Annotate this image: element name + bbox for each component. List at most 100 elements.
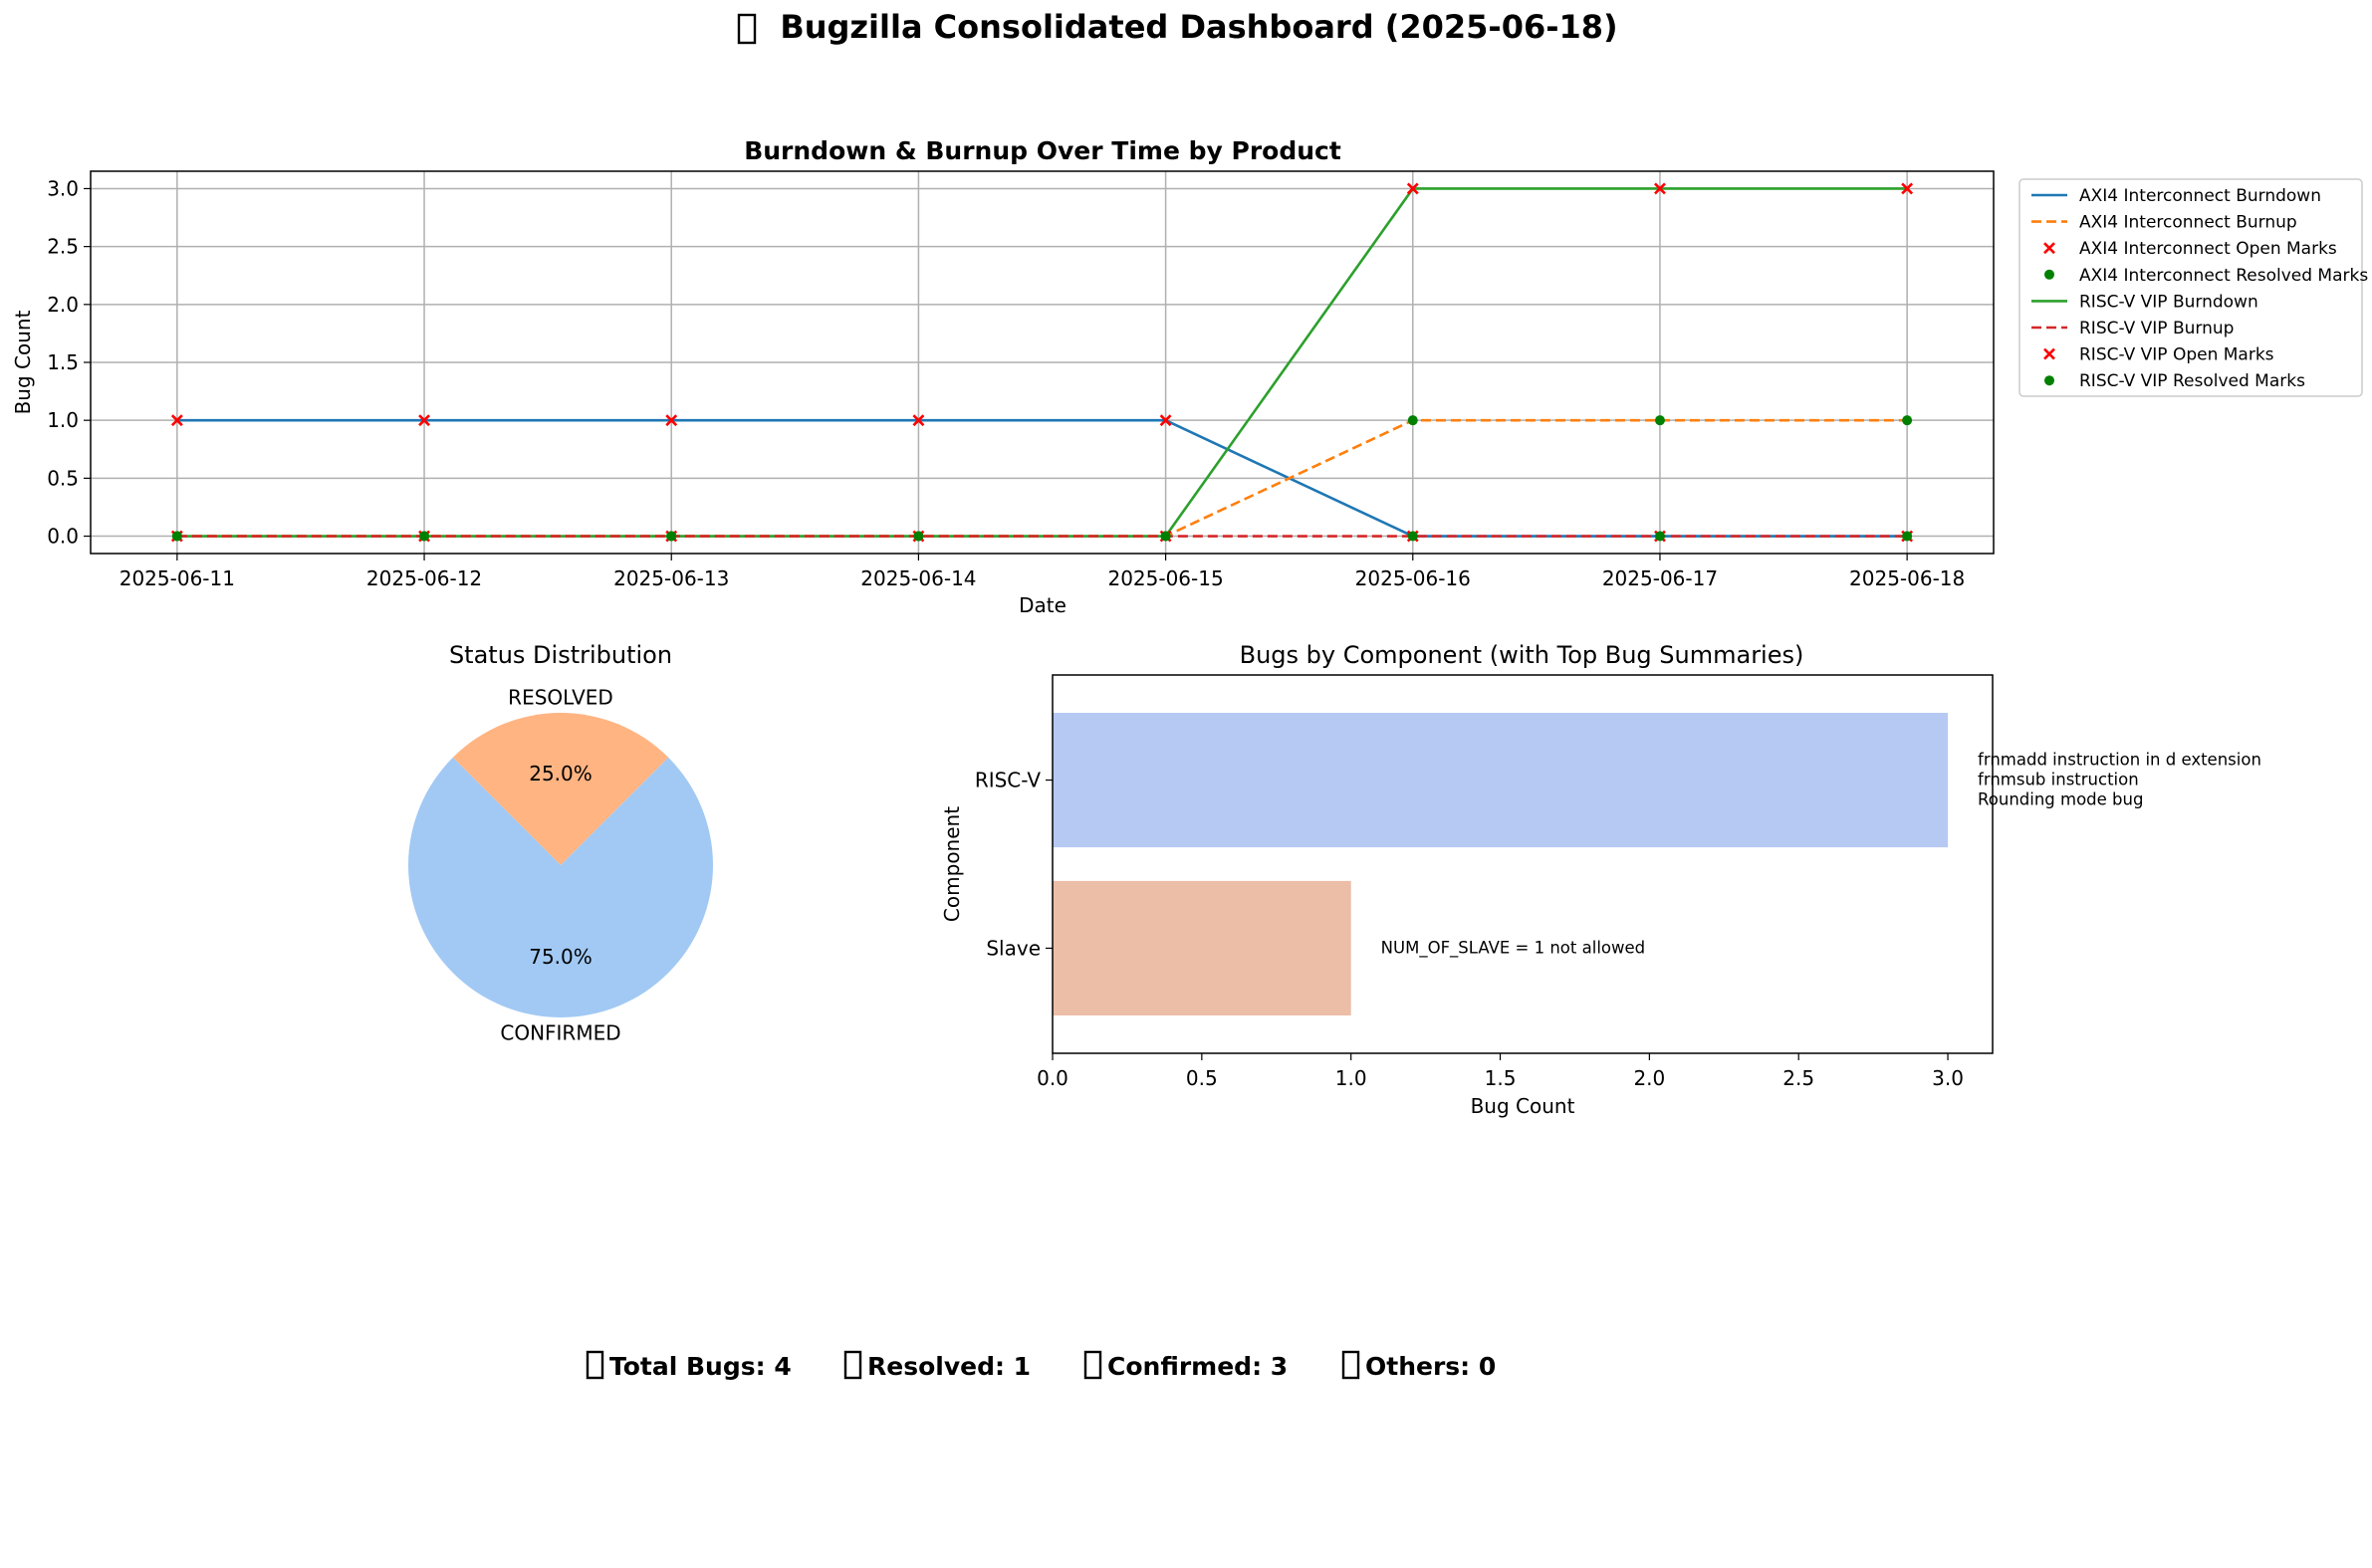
line-chart-title: Burndown & Burnup Over Time by Product <box>744 136 1341 165</box>
bug-summary-annotation: frnmadd instruction in d extension <box>1978 751 2261 770</box>
legend-entry-label: RISC-V VIP Burnup <box>2079 319 2234 338</box>
y-tick-label: 1.0 <box>47 408 79 432</box>
legend-entry-label: AXI4 Interconnect Resolved Marks <box>2079 266 2368 286</box>
x-tick-label: 2025-06-17 <box>1602 566 1718 590</box>
line-chart-grid <box>91 171 1994 554</box>
component-label: Slave <box>986 936 1041 960</box>
resolved-mark-point <box>1160 531 1171 542</box>
line-chart-y-ticks: 0.0 0.5 1.0 1.5 2.0 2.5 3.0 <box>47 176 91 549</box>
x-tick-label: 1.5 <box>1485 1066 1517 1090</box>
legend-dot-marker <box>2044 269 2054 280</box>
missing-glyph-icon <box>843 1350 862 1380</box>
line-chart-x-label: Date <box>1019 593 1067 617</box>
dashboard-header: Bugzilla Consolidated Dashboard (2025-06… <box>737 8 1618 46</box>
missing-glyph-icon <box>737 13 757 45</box>
legend-entry-label: RISC-V VIP Resolved Marks <box>2079 371 2305 391</box>
y-tick-label: 2.0 <box>47 293 79 317</box>
line-chart-legend: AXI4 Interconnect Burndown AXI4 Interconn… <box>2018 178 2368 397</box>
x-tick-label: 2025-06-12 <box>366 566 482 590</box>
pie-percent-label: 25.0% <box>529 762 593 785</box>
resolved-mark-point <box>1902 415 1913 426</box>
legend-entry-label: RISC-V VIP Open Marks <box>2079 345 2274 365</box>
bug-summary-annotation: Rounding mode bug <box>1978 790 2143 809</box>
x-tick-label: 2025-06-15 <box>1107 566 1223 590</box>
open-mark-point <box>665 414 678 427</box>
component-label: RISC-V <box>975 769 1042 792</box>
y-tick-label: 3.0 <box>47 176 79 200</box>
line-chart-series <box>176 187 1908 538</box>
bar-chart-x-ticks: 0.0 0.5 1.0 1.5 2.0 2.5 3.0 <box>1037 1053 1964 1090</box>
status-distribution-chart: Status Distribution 25.0% RESOLVED 75.0% CO… <box>408 641 713 1044</box>
pie-slice <box>408 757 713 1018</box>
x-tick-label: 2025-06-18 <box>1849 566 1965 590</box>
resolved-mark-point <box>913 531 924 542</box>
summary-total: Total Bugs: 4 <box>609 1352 792 1381</box>
legend-x-marker <box>2043 347 2055 360</box>
summary-others: Others: 0 <box>1365 1352 1496 1381</box>
pie-slice <box>452 713 669 865</box>
summary-bar: Total Bugs: 4 Resolved: 1 Confirmed: 3 O… <box>586 1350 1496 1381</box>
resolved-mark-point <box>171 531 182 542</box>
bar-chart-y-ticks: RISC-V Slave <box>975 769 1053 960</box>
component-bar <box>1053 713 1949 848</box>
x-tick-label: 0.5 <box>1186 1066 1218 1090</box>
x-tick-label: 2025-06-14 <box>860 566 976 590</box>
resolved-mark-point <box>1407 415 1418 426</box>
y-tick-label: 2.5 <box>47 235 79 259</box>
y-tick-label: 0.0 <box>47 525 79 549</box>
bug-summary-annotation: frnmsub instruction <box>1978 771 2139 789</box>
bar-chart-bars <box>1053 713 1949 1015</box>
line-chart-x-ticks: 2025-06-11 2025-06-12 2025-06-13 2025-06-14… <box>119 554 1965 590</box>
pie-chart-title: Status Distribution <box>449 641 672 669</box>
x-tick-label: 2025-06-16 <box>1355 566 1471 590</box>
legend-frame <box>2018 178 2363 397</box>
component-bar <box>1053 880 1351 1015</box>
missing-glyph-icon <box>586 1350 604 1380</box>
resolved-mark-point <box>1902 531 1913 542</box>
y-tick-label: 1.5 <box>47 350 79 374</box>
open-mark-point <box>1654 182 1666 195</box>
line-chart-y-label: Bug Count <box>11 310 35 414</box>
pie-slice-label: RESOLVED <box>508 686 613 710</box>
bar-chart-y-label: Component <box>940 806 964 922</box>
open-mark-point <box>1406 182 1419 195</box>
resolved-mark-point <box>666 531 677 542</box>
open-mark-point <box>1159 414 1172 427</box>
line-chart-markers <box>170 182 1914 543</box>
resolved-mark-point <box>419 531 430 542</box>
resolved-mark-point <box>1654 531 1665 542</box>
legend-entry-label: AXI4 Interconnect Burndown <box>2079 186 2321 206</box>
open-mark-point <box>170 414 183 427</box>
pie-percent-label: 75.0% <box>529 945 593 969</box>
resolved-mark-point <box>1407 531 1418 542</box>
bar-chart-frame <box>1052 674 1994 1054</box>
summary-confirmed: Confirmed: 3 <box>1107 1352 1288 1381</box>
legend-dot-marker <box>2044 375 2054 386</box>
x-tick-label: 2.0 <box>1633 1066 1665 1090</box>
missing-glyph-icon <box>1083 1350 1102 1380</box>
summary-resolved: Resolved: 1 <box>867 1352 1031 1381</box>
burndown-burnup-chart: Burndown & Burnup Over Time by Product 2… <box>11 136 2368 617</box>
x-tick-label: 2.5 <box>1782 1066 1814 1090</box>
x-tick-label: 1.0 <box>1335 1066 1367 1090</box>
bar-chart-annotations: frnmadd instruction in d extensionfrnmsu… <box>1381 751 2261 959</box>
pie-labels: 25.0% RESOLVED 75.0% CONFIRMED <box>500 686 620 1045</box>
legend-entry-label: RISC-V VIP Burndown <box>2079 292 2258 312</box>
resolved-mark-point <box>1654 415 1665 426</box>
x-tick-label: 2025-06-11 <box>119 566 235 590</box>
pie-slice-label: CONFIRMED <box>500 1020 620 1044</box>
x-tick-label: 2025-06-13 <box>613 566 729 590</box>
legend-entry-label: AXI4 Interconnect Open Marks <box>2079 239 2337 259</box>
legend-entry-label: AXI4 Interconnect Burnup <box>2079 213 2297 233</box>
bar-chart-title: Bugs by Component (with Top Bug Summarie… <box>1240 641 1804 669</box>
legend-x-marker <box>2043 242 2055 255</box>
dashboard-title: Bugzilla Consolidated Dashboard (2025-06… <box>780 8 1617 46</box>
open-mark-point <box>912 414 925 427</box>
pie-slices <box>408 713 713 1018</box>
bug-summary-annotation: NUM_OF_SLAVE = 1 not allowed <box>1381 938 1645 958</box>
x-tick-label: 3.0 <box>1932 1066 1964 1090</box>
open-mark-point <box>418 414 430 427</box>
missing-glyph-icon <box>1341 1350 1360 1380</box>
y-tick-label: 0.5 <box>47 466 79 490</box>
